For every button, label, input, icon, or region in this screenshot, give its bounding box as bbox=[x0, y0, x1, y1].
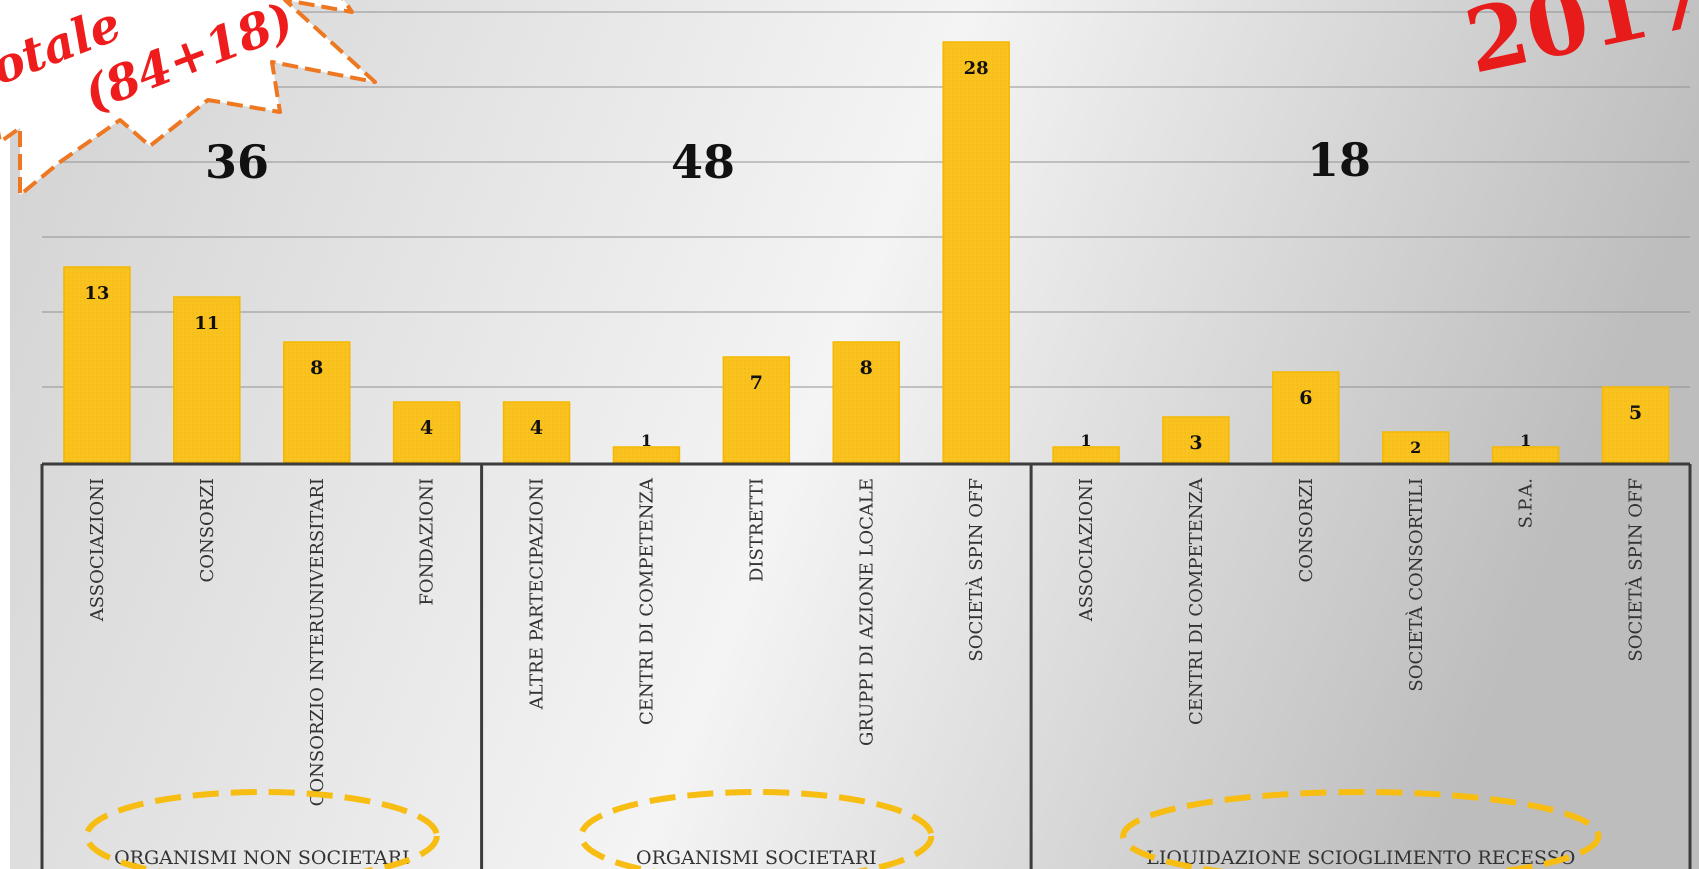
group-highlight-ellipse bbox=[578, 789, 935, 869]
bar-value-label: 1 bbox=[1080, 431, 1091, 450]
bar bbox=[63, 266, 131, 463]
group-total-non-societari: 36 bbox=[205, 135, 269, 189]
bar-value-label: 2 bbox=[1410, 438, 1421, 457]
category-label: CONSORZIO INTERUNIVERSITARI bbox=[307, 478, 328, 806]
corner-starburst-badge: otale (84+18) bbox=[0, 0, 377, 197]
category-label: SOCIETÀ SPIN OFF bbox=[1624, 478, 1647, 662]
category-label: SOCIETÀ SPIN OFF bbox=[964, 478, 987, 662]
bar bbox=[1052, 446, 1120, 463]
category-label: CONSORZI bbox=[1296, 478, 1317, 583]
bar-value-label: 13 bbox=[84, 283, 109, 304]
bar-value-label: 28 bbox=[964, 58, 989, 79]
bar-value-label: 11 bbox=[194, 313, 219, 334]
bar-value-label: 3 bbox=[1189, 432, 1202, 454]
bar bbox=[502, 401, 571, 463]
category-table: ASSOCIAZIONI CONSORZI CONSORZIO INTERUNIVE… bbox=[40, 462, 1692, 869]
bar bbox=[1162, 416, 1230, 463]
category-label: ASSOCIAZIONI bbox=[1076, 478, 1097, 622]
bar bbox=[1272, 371, 1340, 463]
category-label: S.P.A. bbox=[1516, 478, 1537, 528]
category-label: SOCIETÀ CONSORTILI bbox=[1404, 478, 1427, 692]
category-label: GRUPPI DI AZIONE LOCALE bbox=[856, 478, 877, 746]
group-total-labels: 36 48 18 bbox=[205, 133, 1371, 189]
bar-value-label: 8 bbox=[860, 357, 873, 379]
bar bbox=[832, 341, 900, 463]
bar-value-label: 8 bbox=[310, 357, 323, 379]
category-label: CONSORZI bbox=[197, 478, 218, 583]
bar-value-label: 1 bbox=[1520, 431, 1531, 450]
category-label: CENTRI DI COMPETENZA bbox=[636, 477, 657, 725]
group-total-liquidazione: 18 bbox=[1307, 133, 1371, 187]
category-label: FONDAZIONI bbox=[417, 478, 438, 606]
category-label: ASSOCIAZIONI bbox=[87, 478, 108, 622]
bar bbox=[612, 446, 681, 463]
group-label: LIQUIDAZIONE SCIOGLIMENTO RECESSO bbox=[1146, 847, 1575, 869]
group-total-societari: 48 bbox=[671, 135, 735, 189]
starburst-shape bbox=[0, 0, 377, 197]
group-highlight-ellipse bbox=[1120, 789, 1602, 869]
group-label: ORGANISMI SOCIETARI bbox=[636, 847, 877, 869]
bar bbox=[283, 341, 351, 463]
bar bbox=[1491, 446, 1560, 463]
category-label: CENTRI DI COMPETENZA bbox=[1186, 477, 1207, 725]
bar bbox=[722, 356, 791, 463]
bar-value-label: 6 bbox=[1299, 387, 1312, 409]
bar-value-label: 5 bbox=[1629, 402, 1642, 424]
bar bbox=[942, 41, 1010, 463]
bar-value-label: 7 bbox=[750, 372, 763, 394]
bar-value-label: 4 bbox=[530, 417, 543, 439]
category-label: DISTRETTI bbox=[746, 478, 767, 582]
bar bbox=[1382, 431, 1450, 463]
group-highlight-ellipse bbox=[83, 789, 440, 869]
group-label: ORGANISMI NON SOCIETARI bbox=[114, 847, 409, 869]
bar-value-label: 1 bbox=[641, 431, 652, 450]
bar bbox=[173, 296, 241, 463]
bar bbox=[1601, 386, 1670, 463]
bar-value-label: 4 bbox=[420, 417, 433, 439]
category-label: ALTRE PARTECIPAZIONI bbox=[527, 478, 548, 710]
bar bbox=[392, 401, 461, 463]
